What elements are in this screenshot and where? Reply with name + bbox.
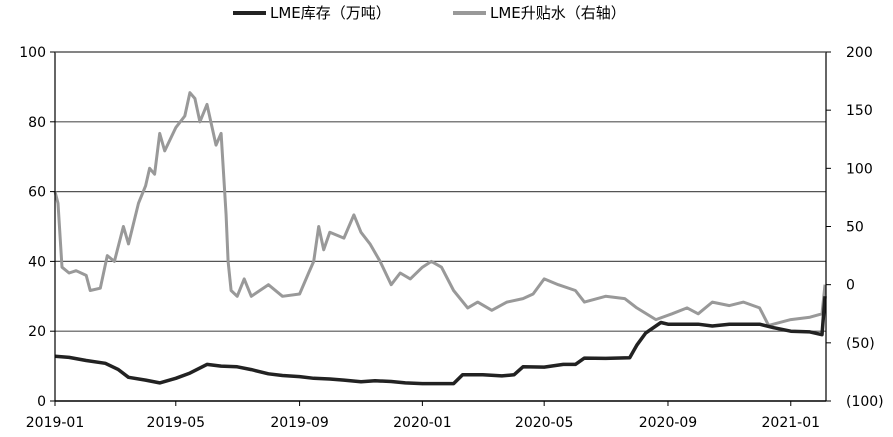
right-tick-label: 100 xyxy=(846,161,873,177)
series-line-spread xyxy=(53,91,827,327)
x-tick-label: 2020-05 xyxy=(515,415,574,431)
left-tick-label: 80 xyxy=(28,115,46,131)
x-axis-ticks: 2019-01 2019-05 2019-09 2020-01 2020-05 2020-… xyxy=(26,401,820,431)
legend: LME库存（万吨） LME升贴水（右轴） xyxy=(233,4,626,22)
x-tick-label: 2020-09 xyxy=(639,415,698,431)
right-tick-label: 150 xyxy=(846,103,873,119)
left-tick-label: 100 xyxy=(19,45,46,61)
x-tick-label: 2021-01 xyxy=(762,415,821,431)
series-line-inventory xyxy=(54,296,827,386)
right-tick-label: 50 xyxy=(846,220,864,236)
x-tick-label: 2019-05 xyxy=(147,415,206,431)
x-tick-label: 2019-01 xyxy=(26,415,85,431)
x-tick-label: 2020-01 xyxy=(393,415,452,431)
right-tick-label: (50) xyxy=(846,336,875,352)
left-tick-label: 40 xyxy=(28,254,46,270)
right-tick-label: 200 xyxy=(846,45,873,61)
right-tick-label: (100) xyxy=(846,394,884,410)
legend-label-spread: LME升贴水（右轴） xyxy=(490,4,626,22)
left-tick-label: 0 xyxy=(37,394,46,410)
left-tick-label: 20 xyxy=(28,324,46,340)
left-tick-label: 60 xyxy=(28,185,46,201)
right-tick-label: 0 xyxy=(846,278,855,294)
left-axis-ticks: 0 20 40 60 80 100 xyxy=(19,45,55,410)
legend-label-inventory: LME库存（万吨） xyxy=(270,4,391,22)
right-axis-ticks: (100) (50) 0 50 100 150 200 xyxy=(826,45,884,410)
x-tick-label: 2019-09 xyxy=(270,415,329,431)
series-lines xyxy=(53,91,827,386)
